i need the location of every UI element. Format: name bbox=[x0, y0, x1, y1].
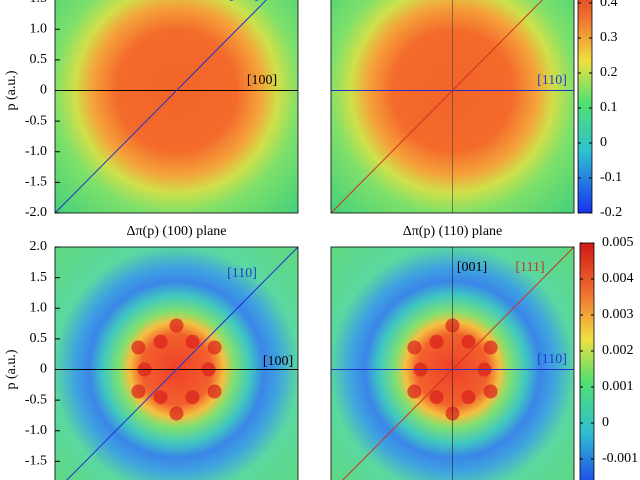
panel bbox=[55, 247, 298, 480]
annotation: [110] bbox=[537, 352, 567, 367]
heat-blob bbox=[169, 406, 184, 421]
diagonal-line bbox=[55, 0, 267, 213]
y-tick-label: 1.5 bbox=[30, 270, 48, 285]
heat-blob bbox=[131, 340, 146, 355]
y-tick-label: 0 bbox=[40, 83, 47, 98]
heat-blob bbox=[207, 340, 222, 355]
colorbar-tick-label: 0 bbox=[602, 415, 609, 430]
y-tick-label: 0.5 bbox=[30, 52, 48, 67]
x-axis-label: Δπ(p) (110) plane bbox=[403, 224, 503, 239]
colorbar-tick-label: 0.4 bbox=[600, 0, 618, 10]
y-tick-label: 0 bbox=[40, 362, 47, 377]
colorbar-tick-label: -0.1 bbox=[600, 170, 622, 185]
y-tick-label: -0.5 bbox=[25, 113, 47, 128]
y-tick-label: -1.5 bbox=[25, 454, 47, 469]
panel bbox=[55, 0, 298, 213]
heat-blob bbox=[169, 318, 184, 333]
annotation: [100] bbox=[263, 354, 293, 369]
y-tick-label: -2.0 bbox=[25, 205, 47, 220]
y-tick-label: 1.0 bbox=[30, 21, 48, 36]
heatmap-image bbox=[55, 247, 298, 480]
heatmap-image bbox=[55, 0, 298, 213]
y-tick-label: -0.5 bbox=[25, 392, 47, 407]
panel-frame bbox=[330, 246, 575, 480]
annotation: [110] bbox=[227, 266, 257, 281]
y-axis-label: p (a.u.) bbox=[4, 349, 19, 389]
heat-blob bbox=[185, 390, 200, 405]
heat-blob bbox=[483, 340, 498, 355]
colorbar-tick-label: 0.3 bbox=[600, 30, 618, 45]
heat-blob bbox=[429, 334, 444, 349]
colorbar-tick-label: 0.002 bbox=[602, 343, 634, 358]
heat-blob bbox=[483, 384, 498, 399]
x-axis-label: Δπ(p) (100) plane bbox=[126, 224, 226, 239]
annotation: [100] bbox=[247, 73, 277, 88]
heat-blob bbox=[407, 384, 422, 399]
heat-blob bbox=[461, 390, 476, 405]
annotation: [111] bbox=[515, 260, 544, 275]
heat-blob bbox=[207, 384, 222, 399]
annotation: [110] bbox=[229, 0, 259, 3]
y-tick-label: 1.5 bbox=[30, 0, 48, 6]
panel bbox=[331, 247, 574, 480]
heat-blob bbox=[185, 334, 200, 349]
heat-blob bbox=[153, 334, 168, 349]
y-tick-label: 2.0 bbox=[30, 239, 48, 254]
y-tick-label: -1.0 bbox=[25, 423, 47, 438]
y-tick-label: 1.0 bbox=[30, 300, 48, 315]
heat-blob bbox=[153, 390, 168, 405]
panel-frame bbox=[330, 0, 575, 214]
heat-blob bbox=[461, 334, 476, 349]
y-tick-label: -1.5 bbox=[25, 175, 47, 190]
colorbar-tick-label: 0.003 bbox=[602, 307, 634, 322]
annotation: [110] bbox=[537, 73, 567, 88]
panel bbox=[331, 0, 574, 213]
colorbar bbox=[579, 242, 595, 480]
y-axis-label: p (a.u.) bbox=[4, 70, 19, 110]
colorbar-tick-label: -0.001 bbox=[602, 451, 638, 466]
heat-blob bbox=[429, 390, 444, 405]
y-tick-label: 0.5 bbox=[30, 331, 48, 346]
diagonal-line bbox=[66, 247, 298, 480]
colorbar-tick-label: 0.001 bbox=[602, 379, 634, 394]
colorbar-tick-label: 0.2 bbox=[600, 65, 618, 80]
colorbar-tick-label: -0.2 bbox=[600, 205, 622, 220]
colorbar-tick-label: 0.1 bbox=[600, 100, 618, 115]
colorbar-tick-label: 0.004 bbox=[602, 271, 634, 286]
colorbar-tick-label: 0 bbox=[600, 135, 607, 150]
colorbar-tick-label: 0.005 bbox=[602, 235, 634, 250]
y-tick-label: -1.0 bbox=[25, 144, 47, 159]
heat-blob bbox=[131, 384, 146, 399]
annotation: [001] bbox=[457, 260, 487, 275]
heat-blob bbox=[407, 340, 422, 355]
colorbar bbox=[577, 0, 593, 214]
